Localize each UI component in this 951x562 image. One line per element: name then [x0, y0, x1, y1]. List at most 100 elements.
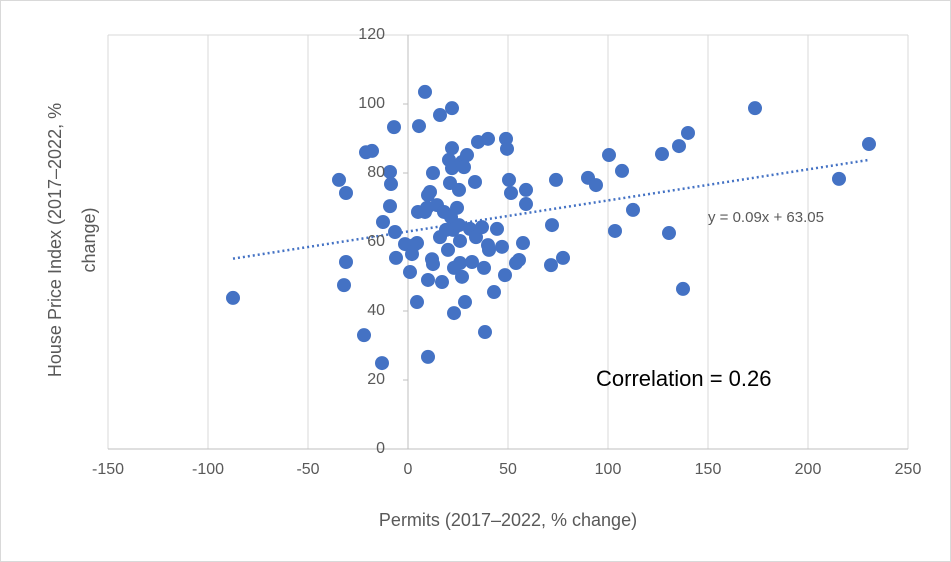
y-tick-label: 0 — [376, 440, 385, 457]
data-point — [490, 221, 504, 236]
data-point — [339, 255, 353, 270]
plot-area — [226, 84, 876, 371]
data-point — [452, 182, 466, 197]
data-point — [615, 163, 629, 178]
data-point — [589, 178, 603, 193]
data-point — [478, 325, 492, 340]
y-axis-title: House Price Index (2017–2022, % change) — [45, 102, 99, 378]
data-point — [445, 161, 459, 176]
data-point — [455, 269, 469, 284]
data-point — [226, 290, 240, 305]
x-tick-label: -50 — [296, 461, 319, 478]
data-point — [376, 214, 390, 229]
y-tick-label: 120 — [358, 26, 385, 43]
data-point — [384, 177, 398, 192]
data-point — [337, 278, 351, 293]
data-point — [332, 172, 346, 187]
data-point — [383, 164, 397, 179]
data-point — [748, 101, 762, 116]
x-tick-label: 200 — [795, 461, 822, 478]
annotation: Correlation = 0.26 — [596, 366, 772, 391]
data-point — [365, 143, 379, 158]
data-point — [475, 220, 489, 235]
data-point — [519, 197, 533, 212]
trendline-label: y = 0.09x + 63.05 — [708, 209, 824, 226]
data-point — [672, 139, 686, 154]
data-point — [421, 349, 435, 364]
data-point — [556, 250, 570, 265]
data-point — [412, 119, 426, 134]
data-point — [433, 108, 447, 123]
data-point — [389, 250, 403, 265]
y-tick-label: 100 — [358, 95, 385, 112]
data-point — [519, 182, 533, 197]
trendline — [232, 158, 870, 260]
y-tick-label: 40 — [367, 302, 385, 319]
data-point — [452, 218, 466, 233]
x-axis-title: Permits (2017–2022, % change) — [379, 510, 637, 530]
data-point — [453, 233, 467, 248]
data-point — [549, 172, 563, 187]
data-point — [498, 268, 512, 283]
data-point — [512, 252, 526, 267]
x-tick-label: -150 — [92, 461, 124, 478]
y-tick-label: 20 — [367, 371, 385, 388]
y-tick-label: 60 — [367, 233, 385, 250]
data-point — [410, 236, 424, 251]
data-point — [453, 256, 467, 271]
data-point — [457, 160, 471, 175]
data-point — [458, 295, 472, 310]
data-point — [608, 223, 622, 238]
data-point — [832, 171, 846, 186]
data-point — [655, 147, 669, 162]
data-point — [602, 148, 616, 163]
data-point — [504, 186, 518, 201]
data-point — [662, 226, 676, 241]
data-point — [435, 275, 449, 290]
data-point — [468, 174, 482, 189]
data-point — [447, 306, 461, 321]
data-point — [357, 328, 371, 343]
data-point — [500, 141, 514, 156]
data-point — [495, 239, 509, 254]
x-tick-label: 150 — [695, 461, 722, 478]
data-point — [544, 258, 558, 273]
data-point — [477, 260, 491, 275]
data-point — [418, 84, 432, 99]
data-point — [681, 125, 695, 140]
data-point — [482, 242, 496, 257]
data-point — [339, 186, 353, 201]
x-tick-label: 0 — [404, 461, 413, 478]
x-tick-label: 100 — [595, 461, 622, 478]
data-point — [426, 166, 440, 180]
data-point — [445, 101, 459, 116]
data-point — [387, 120, 401, 135]
y-tick-label: 80 — [367, 164, 385, 181]
x-tick-label: -100 — [192, 461, 224, 478]
data-point — [403, 265, 417, 280]
data-point — [383, 199, 397, 214]
data-point — [423, 184, 437, 199]
data-point — [421, 272, 435, 287]
data-point — [450, 200, 464, 215]
x-tick-label: 50 — [499, 461, 517, 478]
data-point — [426, 257, 440, 272]
data-point — [460, 148, 474, 163]
data-point — [516, 236, 530, 251]
data-point — [441, 242, 455, 257]
data-point — [388, 224, 402, 239]
data-point — [487, 285, 501, 300]
data-point — [481, 131, 495, 146]
data-point — [502, 172, 516, 187]
data-point — [626, 202, 640, 217]
data-point — [862, 137, 876, 152]
x-tick-label: 250 — [895, 461, 922, 478]
data-point — [445, 141, 459, 156]
data-point — [375, 356, 389, 371]
data-point — [465, 255, 479, 270]
data-point — [676, 281, 690, 296]
data-point — [410, 295, 424, 310]
